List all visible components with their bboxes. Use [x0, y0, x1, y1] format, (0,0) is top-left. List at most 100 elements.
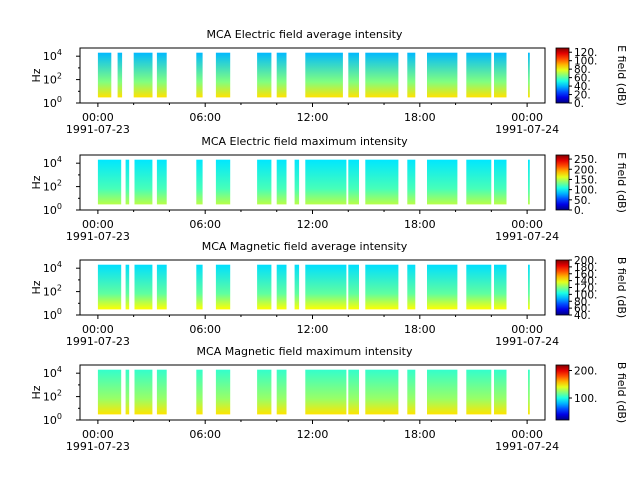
- colorbar-tick-label: 80.: [574, 64, 591, 76]
- x-date-label: 1991-07-24: [495, 440, 559, 453]
- data-block: [97, 264, 122, 310]
- data-block: [276, 369, 287, 415]
- data-block: [196, 369, 203, 415]
- data-block: [466, 159, 492, 205]
- data-block: [125, 264, 130, 310]
- data-block: [276, 159, 287, 205]
- y-tick-label: 104: [43, 365, 62, 380]
- data-block: [97, 52, 112, 98]
- x-date-label: 1991-07-24: [495, 335, 559, 348]
- panel-title: MCA Magnetic field average intensity: [202, 240, 408, 253]
- data-block: [134, 264, 153, 310]
- data-block: [494, 159, 507, 205]
- y-tick-label: 102: [43, 284, 62, 299]
- data-block: [97, 159, 122, 205]
- colorbar: [555, 364, 570, 421]
- colorbar-tick-label: 150.: [574, 174, 597, 186]
- panel-title: MCA Magnetic field maximum intensity: [197, 345, 413, 358]
- data-block: [294, 264, 300, 310]
- data-block: [494, 52, 507, 98]
- colorbar-tick-label: 180.: [574, 262, 597, 274]
- colorbar-label: B field (dB): [615, 257, 628, 318]
- panel-title: MCA Electric field maximum intensity: [201, 135, 408, 148]
- y-axis-label: Hz: [30, 385, 43, 399]
- colorbar-tick-label: 250.: [574, 154, 597, 166]
- data-block: [305, 369, 347, 415]
- data-block: [117, 52, 123, 98]
- x-tick-label: 18:00: [404, 111, 436, 124]
- x-tick-label: 00:00: [82, 218, 114, 231]
- data-block: [528, 52, 530, 98]
- x-tick-label: 00:00: [82, 323, 114, 336]
- colorbar-tick-label: 120.: [574, 47, 597, 59]
- panel-3: MCA Magnetic field average intensity 100 1…: [30, 240, 628, 348]
- data-block: [134, 369, 153, 415]
- y-tick-label: 102: [43, 389, 62, 404]
- data-block: [528, 264, 530, 310]
- data-block: [305, 159, 347, 205]
- data-block: [196, 264, 203, 310]
- y-tick-label: 100: [43, 95, 62, 110]
- colorbar: [555, 47, 570, 104]
- data-block: [156, 159, 167, 205]
- y-tick-label: 100: [43, 202, 62, 217]
- colorbar-label: E field (dB): [615, 152, 628, 213]
- colorbar-tick-label: 50.: [574, 195, 591, 207]
- data-block: [407, 52, 416, 98]
- data-block: [257, 159, 272, 205]
- y-tick-label: 100: [43, 412, 62, 427]
- data-block: [133, 52, 153, 98]
- colorbar: [555, 154, 570, 211]
- data-block: [196, 159, 203, 205]
- colorbar-tick-label: 20.: [574, 90, 591, 102]
- colorbar-label: B field (dB): [615, 362, 628, 423]
- data-block: [348, 264, 359, 310]
- colorbar-tick-label: 200.: [574, 366, 597, 378]
- data-block: [365, 159, 399, 205]
- data-block: [215, 159, 231, 205]
- x-tick-label: 18:00: [404, 323, 436, 336]
- y-axis-label: Hz: [30, 280, 43, 294]
- data-block: [97, 369, 122, 415]
- x-date-label: 1991-07-23: [66, 230, 130, 243]
- data-block: [407, 369, 416, 415]
- data-block: [466, 264, 492, 310]
- colorbar-tick-label: 160.: [574, 269, 597, 281]
- x-tick-label: 00:00: [511, 218, 543, 231]
- x-tick-label: 06:00: [189, 111, 221, 124]
- data-block: [257, 52, 272, 98]
- x-date-label: 1991-07-23: [66, 335, 130, 348]
- data-block: [215, 264, 231, 310]
- x-tick-label: 12:00: [297, 218, 329, 231]
- data-block: [196, 52, 203, 98]
- colorbar-tick-label: 40.: [574, 310, 591, 322]
- panel-2: MCA Electric field maximum intensity 100 1…: [30, 135, 628, 243]
- colorbar-tick-label: 100.: [574, 393, 597, 405]
- x-tick-label: 00:00: [511, 323, 543, 336]
- y-axis-label: Hz: [30, 175, 43, 189]
- panel-1: MCA Electric field average intensity 100 1…: [30, 28, 628, 136]
- y-tick-label: 100: [43, 307, 62, 322]
- x-date-label: 1991-07-23: [66, 123, 130, 136]
- data-block: [125, 159, 130, 205]
- data-block: [427, 369, 458, 415]
- data-block: [257, 369, 272, 415]
- data-block: [156, 369, 167, 415]
- data-block: [215, 369, 231, 415]
- x-tick-label: 00:00: [511, 111, 543, 124]
- x-date-label: 1991-07-23: [66, 440, 130, 453]
- data-block: [156, 264, 167, 310]
- data-block: [348, 369, 359, 415]
- colorbar: [555, 259, 570, 316]
- data-block: [407, 264, 416, 310]
- data-block: [276, 264, 287, 310]
- panel-4: MCA Magnetic field maximum intensity 100 1…: [30, 345, 628, 453]
- y-tick-label: 102: [43, 179, 62, 194]
- x-tick-label: 00:00: [82, 111, 114, 124]
- data-block: [365, 52, 399, 98]
- y-tick-label: 102: [43, 72, 62, 87]
- x-tick-label: 06:00: [189, 323, 221, 336]
- data-block: [348, 159, 359, 205]
- x-tick-label: 06:00: [189, 218, 221, 231]
